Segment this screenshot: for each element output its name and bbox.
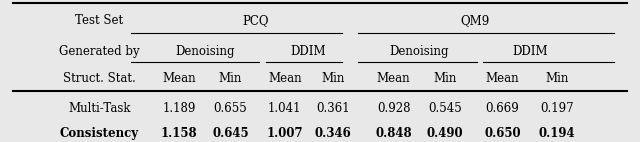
- Text: 0.655: 0.655: [214, 102, 247, 115]
- Text: 1.007: 1.007: [266, 127, 303, 140]
- Text: 0.361: 0.361: [316, 102, 349, 115]
- Text: Consistency: Consistency: [60, 127, 139, 140]
- Text: Mean: Mean: [486, 72, 519, 85]
- Text: DDIM: DDIM: [512, 45, 548, 58]
- Text: 0.645: 0.645: [212, 127, 249, 140]
- Text: Min: Min: [219, 72, 242, 85]
- Text: 1.158: 1.158: [161, 127, 198, 140]
- Text: Mean: Mean: [163, 72, 196, 85]
- Text: 0.848: 0.848: [375, 127, 412, 140]
- Text: Mean: Mean: [377, 72, 410, 85]
- Text: Denoising: Denoising: [390, 45, 449, 58]
- Text: 0.650: 0.650: [484, 127, 521, 140]
- Text: PCQ: PCQ: [243, 14, 269, 27]
- Text: Test Set: Test Set: [75, 14, 124, 27]
- Text: Struct. Stat.: Struct. Stat.: [63, 72, 136, 85]
- Text: 0.669: 0.669: [486, 102, 519, 115]
- Text: DDIM: DDIM: [291, 45, 326, 58]
- Text: Denoising: Denoising: [175, 45, 234, 58]
- Text: 0.346: 0.346: [314, 127, 351, 140]
- Text: 0.194: 0.194: [538, 127, 575, 140]
- Text: 0.197: 0.197: [540, 102, 573, 115]
- Text: Min: Min: [545, 72, 568, 85]
- Text: Generated by: Generated by: [59, 45, 140, 58]
- Text: QM9: QM9: [460, 14, 490, 27]
- Text: Mean: Mean: [268, 72, 301, 85]
- Text: 0.545: 0.545: [428, 102, 461, 115]
- Text: 0.490: 0.490: [426, 127, 463, 140]
- Text: 0.928: 0.928: [377, 102, 410, 115]
- Text: Min: Min: [433, 72, 456, 85]
- Text: Min: Min: [321, 72, 344, 85]
- Text: 1.041: 1.041: [268, 102, 301, 115]
- Text: 1.189: 1.189: [163, 102, 196, 115]
- Text: Multi-Task: Multi-Task: [68, 102, 131, 115]
